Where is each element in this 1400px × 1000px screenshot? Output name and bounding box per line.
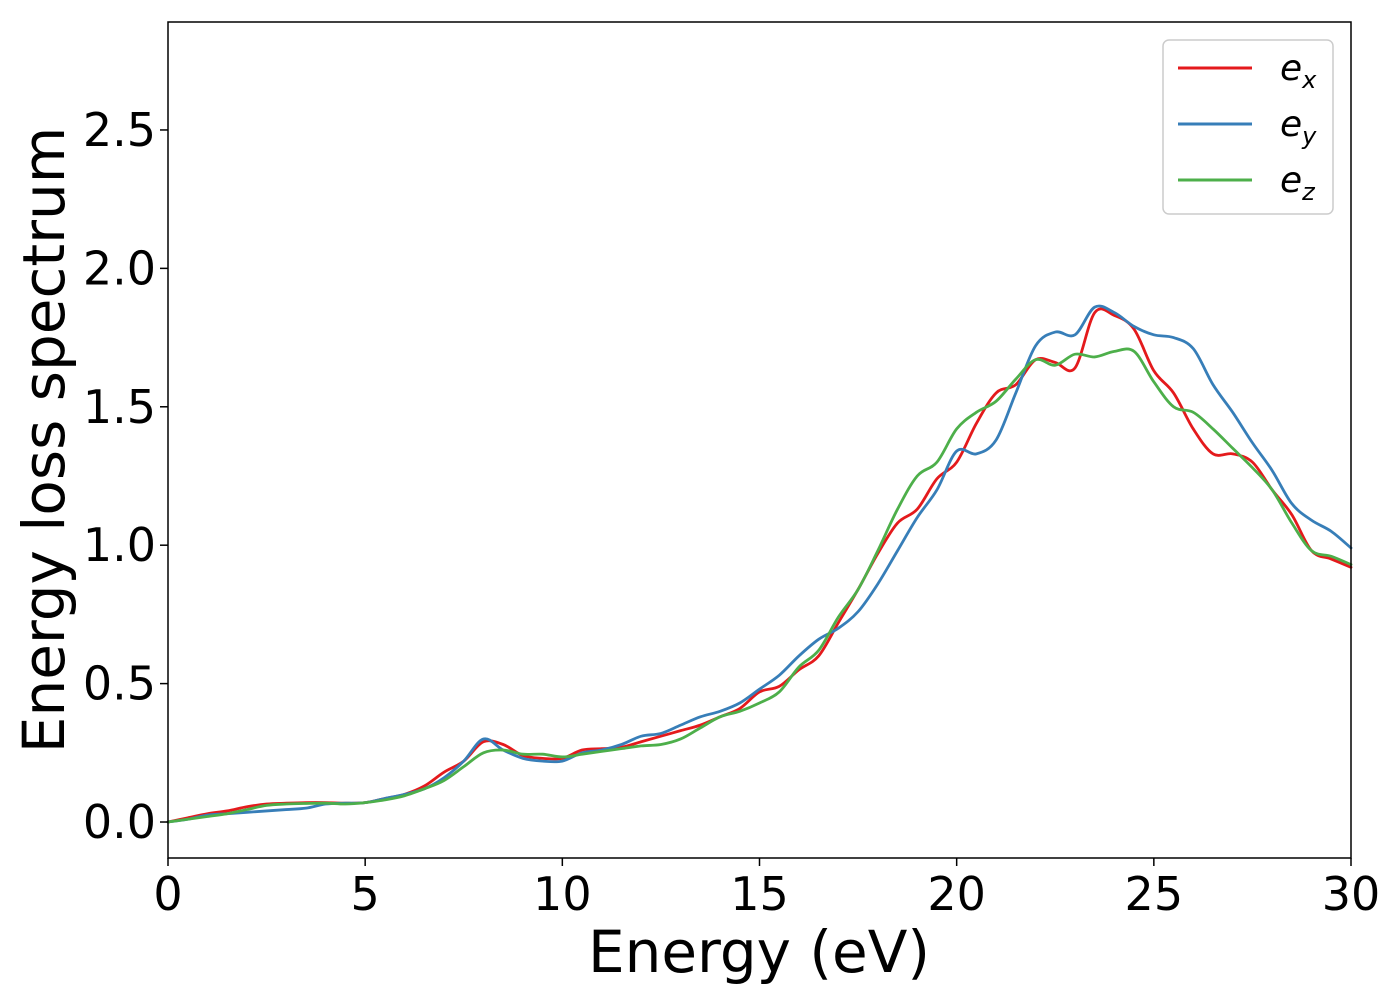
x-tick-label: 30	[1322, 867, 1381, 921]
legend-label-x: ex	[1280, 48, 1317, 94]
legend-label-base: e	[1280, 48, 1302, 89]
x-tick-label: 20	[927, 867, 986, 921]
x-axis-ticks: 0 5 10 15 20 25 30	[153, 858, 1380, 921]
y-tick-label: 1.5	[83, 380, 156, 434]
plot-area	[166, 304, 1353, 824]
x-tick-label: 5	[351, 867, 380, 921]
series-line-z	[166, 347, 1353, 824]
y-tick-label: 2.5	[83, 103, 156, 157]
series-layer	[166, 304, 1353, 824]
y-tick-label: 1.0	[83, 518, 156, 572]
legend-label-subscript: x	[1301, 66, 1317, 94]
y-tick-label: 2.0	[83, 241, 156, 295]
x-tick-label: 0	[153, 867, 182, 921]
x-tick-label: 25	[1125, 867, 1184, 921]
y-axis-label: Energy loss spectrum	[10, 127, 78, 753]
legend-label-subscript: y	[1301, 122, 1317, 150]
legend-box	[1162, 39, 1334, 215]
y-tick-label: 0.5	[83, 657, 156, 711]
x-tick-label: 15	[730, 867, 789, 921]
legend-label-subscript: z	[1301, 178, 1316, 206]
legend-label-z: ez	[1280, 160, 1316, 206]
series-line-y	[166, 304, 1353, 824]
y-tick-label: 0.0	[83, 795, 156, 849]
x-axis-label: Energy (eV)	[588, 918, 930, 986]
series-line-x	[166, 307, 1353, 824]
legend-label-base: e	[1280, 104, 1302, 145]
legend-label-base: e	[1280, 160, 1302, 201]
x-tick-label: 10	[533, 867, 592, 921]
legend-label-y: ey	[1280, 104, 1317, 150]
y-axis-ticks: 0.0 0.5 1.0 1.5 2.0 2.5	[83, 103, 168, 849]
